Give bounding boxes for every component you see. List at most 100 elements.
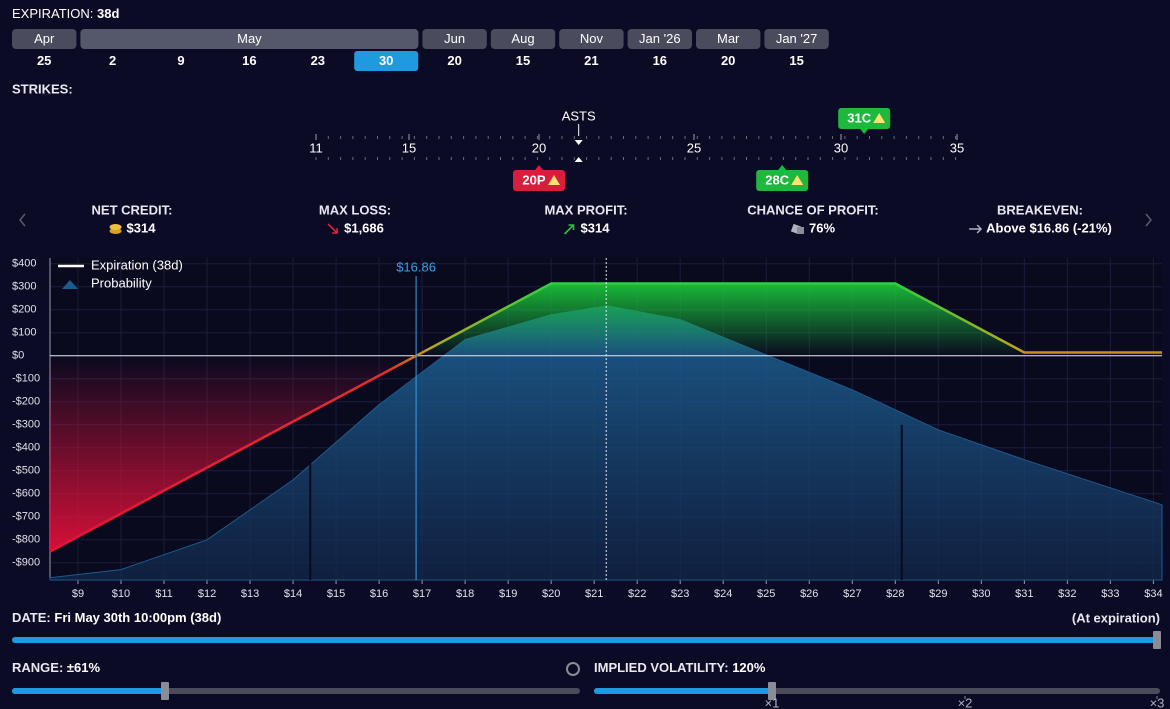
x-tick-label: $13 xyxy=(241,588,259,600)
month-pill[interactable] xyxy=(764,29,829,49)
stat-label: BREAKEVEN: xyxy=(997,202,1083,217)
iv-row: IMPLIED VOLATILITY: 120% xyxy=(594,660,766,675)
month-pill[interactable] xyxy=(627,29,692,49)
y-tick-label: -$600 xyxy=(12,488,40,500)
x-tick-label: $10 xyxy=(112,588,130,600)
x-tick-label: $14 xyxy=(284,588,302,600)
month-pill[interactable] xyxy=(422,29,487,49)
underlying-label: ASTS xyxy=(562,108,596,123)
month-label: Mar xyxy=(717,31,740,46)
x-tick-label: $24 xyxy=(714,588,732,600)
selected-day[interactable] xyxy=(354,51,419,71)
x-tick-label: $16 xyxy=(370,588,388,600)
leg-badge[interactable]: 20P xyxy=(513,165,565,191)
date-handle[interactable] xyxy=(1153,631,1161,649)
day-label[interactable]: 30 xyxy=(379,53,393,68)
x-tick-label: $11 xyxy=(155,588,173,600)
iv-scale-label: ×3 xyxy=(1150,695,1165,709)
coins-icon xyxy=(109,224,122,230)
day-label[interactable]: 21 xyxy=(584,53,598,68)
expiration-label: EXPIRATION: 38d xyxy=(12,6,119,21)
next-chevron[interactable] xyxy=(1145,213,1152,227)
x-tick-label: $27 xyxy=(843,588,861,600)
y-tick-label: -$400 xyxy=(12,442,40,454)
badge-label: 20P xyxy=(522,172,545,187)
day-label[interactable]: 9 xyxy=(177,53,184,68)
stat-label: MAX PROFIT: xyxy=(544,202,627,217)
y-tick-label: $300 xyxy=(12,281,36,293)
month-pill[interactable] xyxy=(559,29,624,49)
day-label[interactable]: 16 xyxy=(242,53,256,68)
leg-badge[interactable]: 31C xyxy=(838,108,891,134)
day-label[interactable]: 25 xyxy=(37,53,51,68)
iv-label: IMPLIED VOLATILITY: xyxy=(594,660,729,675)
x-tick-label: $17 xyxy=(413,588,431,600)
month-label: Aug xyxy=(511,31,534,46)
x-tick-label: $33 xyxy=(1101,588,1119,600)
pnl-area xyxy=(50,283,1162,552)
stat-value: $314 xyxy=(581,220,611,235)
stat-value: Above $16.86 (-21%) xyxy=(986,220,1112,235)
badge-box xyxy=(513,170,565,191)
pnl-line xyxy=(49,282,1162,553)
expiration-label-text: EXPIRATION: xyxy=(12,6,93,21)
prev-chevron[interactable] xyxy=(19,213,26,227)
day-label[interactable]: 15 xyxy=(789,53,803,68)
expiration-picker[interactable]: Apr 25 May 2 9 16 23 30 Jun 20 Aug 15 Nov 21 Jan '26 16… xyxy=(12,29,829,71)
strike-tick-label: 30 xyxy=(834,140,848,155)
badge-box xyxy=(838,108,891,129)
iv-fill xyxy=(594,688,772,694)
breakeven-label: $16.86 xyxy=(396,259,436,274)
x-tick-label: $29 xyxy=(929,588,947,600)
underlying-arrow xyxy=(574,140,583,145)
x-tick-label: $21 xyxy=(585,588,603,600)
iv-handle[interactable] xyxy=(768,682,776,700)
strike-tick-label: 35 xyxy=(950,140,964,155)
day-label[interactable]: 23 xyxy=(311,53,325,68)
range-label: RANGE: xyxy=(12,660,63,675)
date-row: DATE: Fri May 30th 10:00pm (38d) xyxy=(12,610,221,625)
date-label: DATE: xyxy=(12,610,51,625)
y-tick-label: $100 xyxy=(12,327,36,339)
day-label[interactable]: 16 xyxy=(653,53,667,68)
month-pill[interactable] xyxy=(12,29,77,49)
y-tick-label: -$100 xyxy=(12,373,40,385)
iv-scale-label: ×1 xyxy=(765,695,780,709)
stats-row: NET CREDIT: $314 MAX LOSS: $1,686 MAX PROFIT… xyxy=(19,202,1152,235)
legend-swatch xyxy=(62,280,78,289)
month-label: Jan '26 xyxy=(639,31,681,46)
y-tick-label: -$800 xyxy=(12,534,40,546)
y-tick-label: -$900 xyxy=(12,557,40,569)
range-handle[interactable] xyxy=(161,682,169,700)
month-label: Jun xyxy=(444,31,465,46)
y-tick-label: -$200 xyxy=(12,396,40,408)
x-tick-label: $19 xyxy=(499,588,517,600)
expiration-value: 38d xyxy=(97,6,119,21)
day-label[interactable]: 15 xyxy=(516,53,530,68)
day-label[interactable]: 20 xyxy=(447,53,461,68)
stat-label: NET CREDIT: xyxy=(92,202,173,217)
y-tick-label: -$500 xyxy=(12,465,40,477)
reset-icon[interactable] xyxy=(566,662,580,676)
x-tick-label: $28 xyxy=(886,588,904,600)
x-tick-label: $22 xyxy=(628,588,646,600)
month-pill[interactable] xyxy=(490,29,556,49)
badge-box xyxy=(756,170,809,191)
month-pill[interactable] xyxy=(696,29,761,49)
month-pill[interactable] xyxy=(80,29,419,49)
y-tick-label: $0 xyxy=(12,350,24,362)
badge-pointer xyxy=(535,165,543,170)
badge-label: 28C xyxy=(765,172,789,187)
stat-value: $314 xyxy=(127,220,157,235)
strikes-label: STRIKES: xyxy=(12,81,73,96)
dice-icon xyxy=(796,227,804,234)
date-slider[interactable] xyxy=(12,637,1160,643)
x-tick-label: $23 xyxy=(671,588,689,600)
stat-value: $1,686 xyxy=(344,220,384,235)
strike-tick-label: 15 xyxy=(402,140,416,155)
leg-badge[interactable]: 28C xyxy=(756,165,809,191)
y-tick-label: -$300 xyxy=(12,419,40,431)
day-label[interactable]: 2 xyxy=(109,53,116,68)
day-label[interactable]: 20 xyxy=(721,53,735,68)
y-tick-label: $400 xyxy=(12,258,36,270)
